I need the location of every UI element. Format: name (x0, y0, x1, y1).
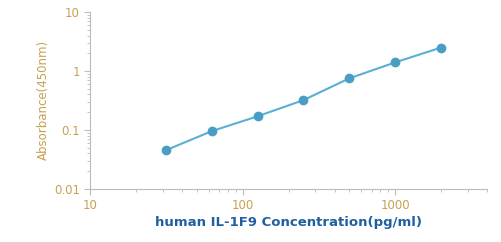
Y-axis label: Absorbance(450nm): Absorbance(450nm) (37, 40, 50, 160)
X-axis label: human IL-1F9 Concentration(pg/ml): human IL-1F9 Concentration(pg/ml) (155, 216, 421, 229)
